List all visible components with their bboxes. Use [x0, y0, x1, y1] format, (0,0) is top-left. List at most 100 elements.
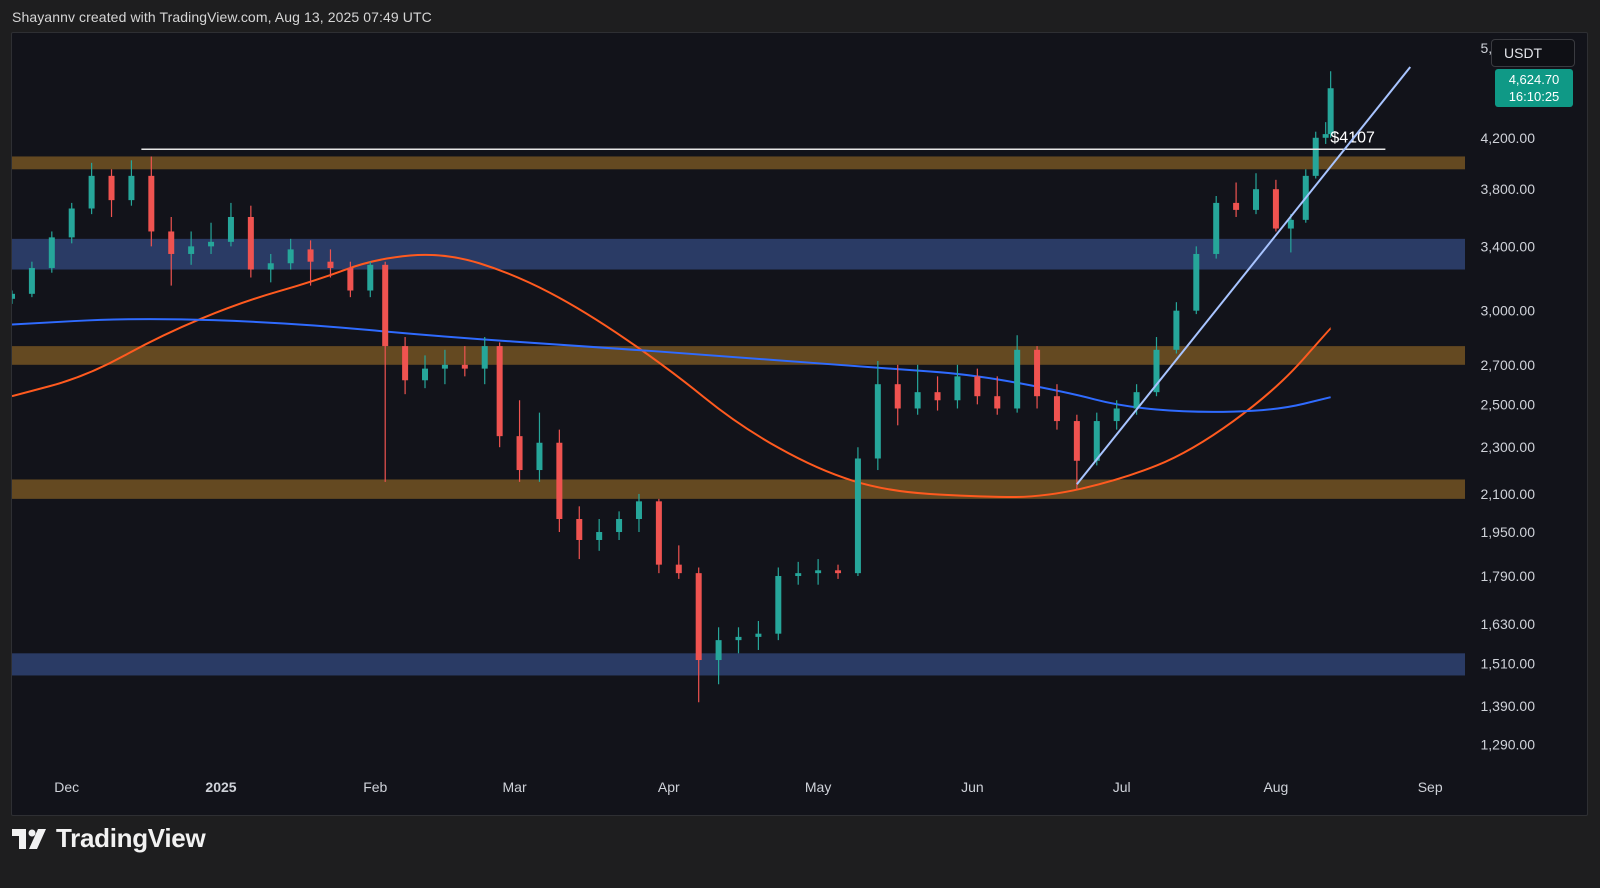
- time-axis: Dec 2025 Feb Mar Apr May Jun Jul Aug Sep: [54, 779, 1443, 795]
- candle-body: [168, 231, 175, 254]
- moving-average-line-1: [12, 253, 1332, 499]
- candle-body: [934, 392, 941, 401]
- candle-body: [496, 346, 503, 437]
- price-tick-label: 3,400.00: [1481, 238, 1536, 254]
- price-tick-label: 3,000.00: [1481, 303, 1536, 319]
- supply-zone: [12, 346, 1465, 365]
- candle-body: [536, 442, 543, 471]
- chart-panel[interactable]: $4107 5,000.004,200.003,800.003,400.003,…: [11, 32, 1588, 816]
- candle-body: [461, 364, 468, 369]
- candle-body: [267, 263, 274, 270]
- time-tick-label: Sep: [1418, 779, 1443, 795]
- candle-body: [1133, 392, 1140, 409]
- time-tick-label: Jul: [1113, 779, 1131, 795]
- drawings-layer: $4107: [141, 66, 1412, 485]
- candle-body: [327, 261, 334, 268]
- price-tick-label: 1,390.00: [1481, 698, 1536, 714]
- currency-selector-button[interactable]: USDT: [1491, 39, 1575, 67]
- candle-body: [208, 241, 215, 247]
- moving-average-line-2: [12, 318, 1331, 413]
- moving-averages-layer: [12, 253, 1332, 499]
- candle-body: [227, 216, 234, 242]
- candle-body: [635, 501, 642, 520]
- time-tick-label: Mar: [503, 779, 527, 795]
- candle-body: [835, 570, 842, 574]
- ascending-trendline: [1076, 66, 1412, 485]
- candle-body: [715, 640, 722, 661]
- candle-body: [914, 392, 921, 409]
- price-tick-label: 1,510.00: [1481, 655, 1536, 671]
- candle-body: [576, 519, 583, 540]
- price-tick-label: 1,950.00: [1481, 524, 1536, 540]
- time-tick-label: Feb: [363, 779, 387, 795]
- candle-body: [402, 346, 409, 381]
- candle-body: [695, 573, 702, 661]
- time-tick-label: Aug: [1263, 779, 1288, 795]
- candle-body: [347, 267, 354, 291]
- demand-zone: [12, 653, 1465, 676]
- candle-body: [382, 264, 389, 347]
- candle-body: [655, 501, 662, 565]
- candle-body: [1272, 189, 1279, 229]
- candle-body: [422, 368, 429, 381]
- candle-body: [994, 396, 1001, 409]
- price-tick-label: 2,700.00: [1481, 357, 1536, 373]
- last-price-value: 4,624.70: [1508, 72, 1560, 87]
- price-chart[interactable]: $4107 5,000.004,200.003,800.003,400.003,…: [12, 33, 1588, 816]
- candle-body: [108, 175, 115, 201]
- supply-zone: [12, 156, 1465, 170]
- candle-body: [795, 573, 802, 577]
- candle-body: [755, 633, 762, 637]
- candle-body: [148, 175, 155, 232]
- candle-body: [128, 175, 135, 201]
- candle-body: [1193, 253, 1200, 311]
- candle-body: [307, 249, 314, 262]
- price-axis: 5,000.004,200.003,800.003,400.003,000.00…: [1481, 40, 1536, 752]
- tradingview-logo[interactable]: TradingView: [12, 823, 206, 854]
- time-tick-label: 2025: [205, 779, 236, 795]
- last-price-tag: 4,624.70 16:10:25: [1495, 69, 1573, 107]
- price-tick-label: 1,290.00: [1481, 736, 1536, 752]
- candle-body: [675, 564, 682, 574]
- candle-body: [188, 246, 195, 254]
- bar-countdown: 16:10:25: [1508, 89, 1560, 104]
- candle-body: [556, 442, 563, 520]
- price-tick-label: 4,200.00: [1481, 130, 1536, 146]
- price-tick-label: 2,300.00: [1481, 439, 1536, 455]
- time-tick-label: Jun: [961, 779, 984, 795]
- candle-body: [247, 216, 254, 270]
- candle-body: [28, 267, 35, 294]
- candle-body: [1287, 219, 1294, 229]
- candle-body: [1312, 137, 1319, 176]
- price-tick-label: 1,630.00: [1481, 616, 1536, 632]
- candle-body: [1113, 408, 1120, 422]
- candle-body: [874, 384, 881, 459]
- price-tick-label: 2,500.00: [1481, 396, 1536, 412]
- candle-body: [1173, 310, 1180, 350]
- attribution-text: Shayannv created with TradingView.com, A…: [12, 9, 432, 25]
- candle-body: [1253, 189, 1260, 210]
- candle-body: [12, 293, 15, 299]
- zones-layer: [12, 156, 1465, 676]
- candle-body: [775, 576, 782, 634]
- candle-body: [1322, 134, 1329, 138]
- candle-body: [516, 436, 523, 471]
- candle-body: [1093, 421, 1100, 461]
- candle-body: [367, 264, 374, 291]
- candle-body: [1327, 88, 1334, 135]
- candle-body: [596, 532, 603, 540]
- tradingview-logo-icon: [12, 828, 46, 849]
- candle-body: [1233, 202, 1240, 210]
- tradingview-brand-text: TradingView: [56, 823, 206, 853]
- candle-body: [1053, 396, 1060, 422]
- candle-body: [1034, 349, 1041, 397]
- candle-body: [894, 384, 901, 409]
- demand-zone: [12, 238, 1465, 270]
- candle-body: [287, 249, 294, 264]
- time-tick-label: May: [805, 779, 831, 795]
- candle-body: [68, 208, 75, 238]
- price-tick-label: 1,790.00: [1481, 568, 1536, 584]
- candle-body: [88, 175, 95, 209]
- candle-body: [854, 458, 861, 574]
- candle-body: [441, 364, 448, 369]
